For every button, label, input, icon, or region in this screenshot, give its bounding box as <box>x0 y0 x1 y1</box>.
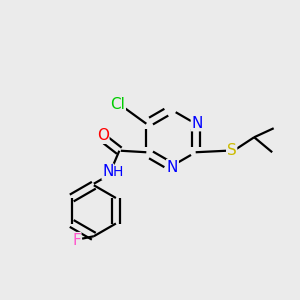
Text: Cl: Cl <box>110 97 125 112</box>
Text: O: O <box>97 128 109 143</box>
Text: F: F <box>72 233 81 248</box>
Text: S: S <box>227 143 237 158</box>
Text: N: N <box>167 160 178 175</box>
Text: N: N <box>102 164 114 179</box>
Text: H: H <box>112 165 123 179</box>
Text: N: N <box>191 116 203 131</box>
